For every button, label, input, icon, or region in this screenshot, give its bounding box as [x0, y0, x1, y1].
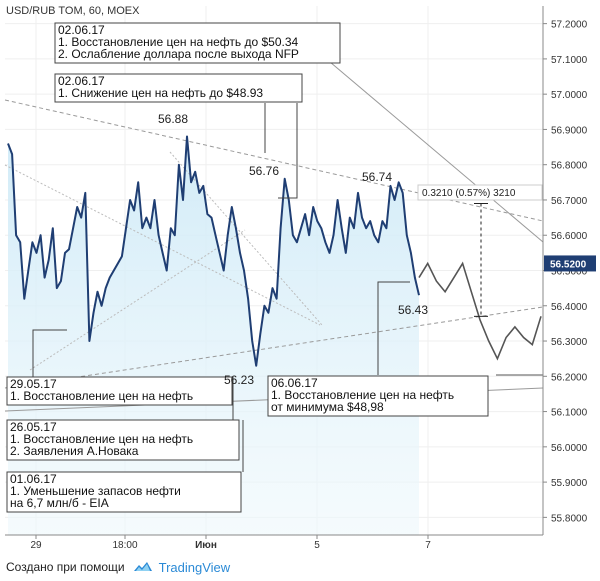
tradingview-logo-icon: [133, 559, 153, 576]
peak-label: 56.76: [249, 164, 279, 178]
axes: 57.2000 57.1000 57.0000 56.9000 56.8000 56.70…: [5, 6, 596, 551]
y-tick-label: 56.8000: [551, 161, 588, 172]
annotation-leader-line: [278, 103, 298, 199]
annotation-line: 1. Восстановление цен на нефть: [271, 388, 454, 402]
y-tick-label: 56.6000: [551, 231, 588, 242]
y-tick-label: 56.9000: [551, 125, 588, 136]
annotation-line: 1. Восстановление цен на нефть: [10, 432, 193, 446]
annotation-line: от минимума $48,98: [271, 400, 384, 414]
annotation-4: 26.05.171. Восстановление цен на нефть2.…: [6, 419, 240, 461]
peak-label: 56.43: [398, 303, 428, 317]
measure-tool: 0.3210 (0.57%) 3210: [417, 184, 543, 317]
fib-line: [29, 229, 246, 371]
x-tick-label: Июн: [195, 540, 217, 551]
forecast-line: [418, 261, 542, 361]
y-tick-label: 57.1000: [551, 55, 588, 66]
annotation-date: 02.06.17: [58, 23, 105, 37]
chart-title: USD/RUB TOM, 60, MOEX: [6, 5, 140, 17]
y-tick-label: 56.4000: [551, 302, 588, 313]
annotation-leader-line: [32, 329, 67, 377]
annotation-line: 2. Ослабление доллара после выхода NFP: [58, 47, 299, 61]
footer-brand[interactable]: TradingView: [158, 559, 231, 575]
annotation-date: 02.06.17: [58, 74, 105, 88]
price-lines: [7, 135, 542, 367]
y-tick-label: 56.2000: [551, 372, 588, 383]
last-price-badge: [544, 255, 596, 272]
annotation-leaders: [32, 103, 410, 472]
annotation-line: 1. Снижение цен на нефть до $48.93: [58, 86, 263, 100]
annotation-line: 1. Уменьшение запасов нефти: [10, 484, 181, 498]
peak-label: 56.74: [362, 170, 392, 184]
y-tick-label: 56.5000: [551, 267, 588, 278]
y-tick-label: 57.2000: [551, 20, 588, 31]
peak-label: 56.88: [158, 112, 188, 126]
footer: Создано при помощи TradingView: [6, 556, 230, 578]
annotation-3: 29.05.171. Восстановление цен на нефть: [6, 376, 233, 406]
y-tick-label: 55.9000: [551, 478, 588, 489]
annotation-6: 06.06.171. Восстановление цен на нефтьот…: [267, 375, 489, 417]
footer-prefix: Создано при помощи: [6, 560, 125, 574]
measure-label: 0.3210 (0.57%) 3210: [422, 188, 516, 199]
annotation-leader-line: [377, 281, 410, 375]
annotation-date: 29.05.17: [10, 377, 57, 391]
annotation-box: [6, 376, 233, 406]
annotation-date: 26.05.17: [10, 420, 57, 434]
annotation-box: [6, 419, 240, 461]
annotation-line: 2. Заявления А.Новака: [10, 444, 139, 458]
y-tick-label: 56.1000: [551, 408, 588, 419]
x-tick-label: 5: [314, 540, 320, 551]
annotation-date: 06.06.17: [271, 376, 318, 390]
fib-line: [4, 164, 321, 326]
annotation-box: [54, 73, 303, 103]
annotation-2: 02.06.171. Снижение цен на нефть до $48.…: [54, 73, 303, 103]
annotations: 02.06.171. Восстановление цен на нефть д…: [6, 22, 489, 513]
channel-line: [329, 61, 544, 243]
annotation-line: 1. Восстановление цен на нефть до $50.34: [58, 35, 299, 49]
annotation-line: 1. Восстановление цен на нефть: [10, 389, 193, 403]
x-tick-label: 7: [425, 540, 431, 551]
y-tick-label: 56.7000: [551, 196, 588, 207]
resistance-trend-line: [4, 99, 544, 222]
last-price-label: 56.5200: [550, 259, 587, 270]
annotation-box: [54, 22, 341, 64]
x-tick-label: 18:00: [112, 540, 137, 551]
annotation-1: 02.06.171. Восстановление цен на нефть д…: [54, 22, 341, 64]
annotation-box: [267, 375, 489, 417]
annotation-box: [6, 471, 242, 513]
measure-label-box: [417, 184, 543, 201]
y-tick-label: 55.8000: [551, 513, 588, 524]
annotation-date: 01.06.17: [10, 472, 57, 486]
peak-label: 56.23: [224, 373, 254, 387]
y-tick-label: 57.0000: [551, 90, 588, 101]
y-tick-label: 56.3000: [551, 337, 588, 348]
annotation-line: на 6,7 млн/б - EIA: [10, 496, 109, 510]
price-line: [7, 135, 420, 367]
x-tick-label: 29: [30, 540, 42, 551]
y-tick-label: 56.0000: [551, 443, 588, 454]
peak-labels: 56.88 56.76 56.74 56.23 56.43: [158, 112, 428, 387]
